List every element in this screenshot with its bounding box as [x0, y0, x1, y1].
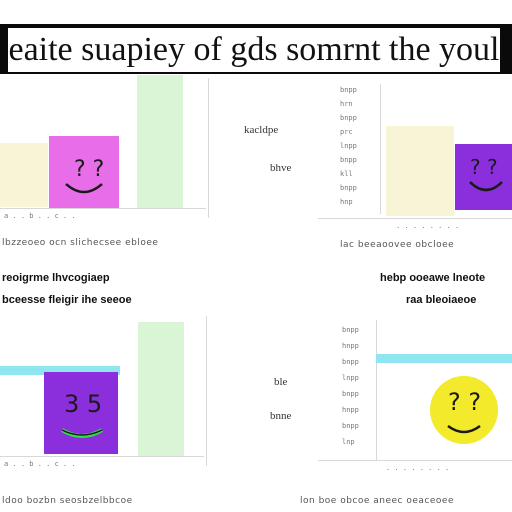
section-heading: reoigrme lhvcogiaep [2, 272, 110, 284]
y-tick-label: hnp [340, 198, 353, 206]
y-tick-label: bnpp [342, 390, 359, 398]
y-tick-label: prc [340, 128, 353, 136]
row-label: bhve [270, 162, 292, 174]
chart-caption: lon boe obcoe aneec oeaceoee [300, 496, 454, 506]
y-tick-label: kll [340, 170, 353, 178]
panel-divider [206, 316, 207, 466]
x-axis-line [0, 456, 204, 457]
bar-3 [138, 322, 184, 456]
x-axis-line [318, 218, 512, 219]
y-tick-label: hrn [340, 100, 353, 108]
y-tick-label: bnpp [342, 358, 359, 366]
y-tick-label: bnpp [342, 422, 359, 430]
bar-1 [386, 126, 454, 216]
y-tick-label: bnpp [340, 156, 357, 164]
section-subheading: raa bleoiaeoe [406, 294, 477, 306]
smiley-face-icon: ? ? [469, 155, 503, 192]
y-tick-label: lnpp [342, 374, 359, 382]
x-axis-line [0, 208, 206, 209]
svg-text:? ?: ? ? [74, 157, 104, 182]
x-tick-label: . . . . . . . . [386, 464, 450, 472]
y-tick-label: hnpp [342, 342, 359, 350]
x-axis-line [318, 460, 512, 461]
y-tick-label: hnpp [342, 406, 359, 414]
y-tick-label: lnpp [340, 142, 357, 150]
y-tick-label: bnpp [340, 114, 357, 122]
face-text: 3 5 [64, 390, 102, 418]
page-title: eaite suapiey of gds somrnt the youl [8, 31, 500, 68]
bar-2 [44, 372, 118, 454]
smiley-face-icon: ? ? [430, 376, 498, 444]
x-tick-label: . . . . . . . . [396, 222, 460, 230]
row-label: kacldpe [244, 124, 279, 136]
bar-1 [376, 354, 512, 363]
smiley-face-icon: ? ? [65, 157, 104, 194]
svg-text:? ?: ? ? [448, 388, 481, 416]
y-tick-label: lnp [342, 438, 355, 446]
y-tick-label: bnpp [340, 86, 357, 94]
section-subheading: bceesse fleigir ihe seeoe [2, 294, 132, 306]
row-label: ble [274, 376, 288, 388]
y-axis-line [380, 84, 381, 214]
header-title-background [8, 28, 500, 72]
x-tick-label: a . . b . . c . . [4, 212, 76, 220]
bar-3 [137, 75, 183, 208]
chart-caption: ldoo bozbn seosbzelbbcoe [2, 496, 133, 506]
row-label: bnne [270, 410, 292, 422]
bar-2 [455, 144, 512, 210]
y-tick-label: bnpp [340, 184, 357, 192]
bar-2 [49, 136, 119, 208]
x-tick-label: a . . b . . c . . [4, 460, 76, 468]
smiley-face-icon: 3 5 [60, 390, 104, 438]
y-tick-label: bnpp [342, 326, 359, 334]
chart-caption: lac beeaoovee obcloee [340, 240, 455, 250]
panel-divider [208, 78, 209, 218]
svg-text:? ?: ? ? [470, 155, 498, 179]
y-axis-line [376, 320, 377, 460]
chart-caption: lbzzeoeo ocn slichecsee ebloee [2, 238, 159, 248]
bar-1 [0, 366, 120, 375]
section-heading: hebp ooeawe lneote [380, 272, 486, 284]
bar-1 [0, 143, 48, 207]
